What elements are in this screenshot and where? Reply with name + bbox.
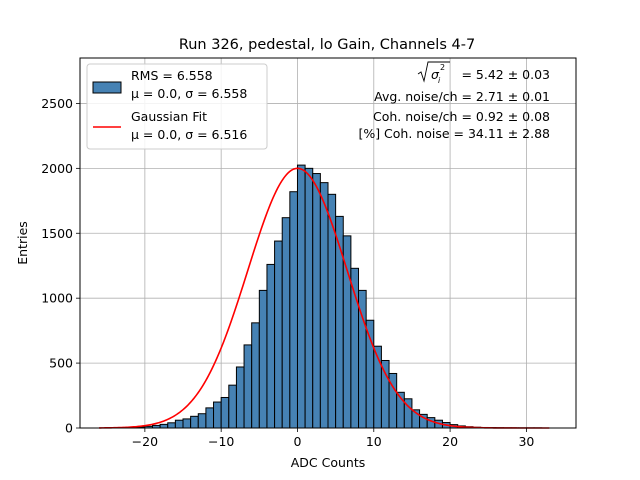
noise-annotations: σ i 2 = 5.42 ± 0.03 Avg. noise/ch = 2.71… — [358, 61, 550, 141]
histogram-bar — [312, 173, 321, 429]
histogram-bar — [197, 413, 207, 429]
sqrt-sigma-symbol: σ i 2 — [417, 61, 450, 85]
legend-histogram-label-line1: RMS = 6.558 — [131, 68, 213, 83]
histogram-bar — [274, 240, 283, 429]
x-tick-label: 30 — [518, 434, 534, 449]
histogram-bar — [319, 182, 329, 429]
histogram-bar — [174, 419, 184, 429]
legend-box — [86, 63, 268, 150]
y-tick-label: 1000 — [41, 291, 73, 306]
x-tick-label: −20 — [132, 434, 158, 449]
chart-title: Run 326, pedestal, lo Gain, Channels 4-7 — [179, 37, 475, 53]
histogram-bar — [304, 167, 314, 429]
y-tick-label: 2500 — [41, 96, 73, 111]
histogram-bar — [258, 289, 268, 429]
histogram-bar — [289, 191, 298, 429]
histogram-bar — [205, 407, 215, 429]
y-axis-label: Entries — [15, 221, 30, 265]
sqrt-noise-value: = 5.42 ± 0.03 — [457, 67, 550, 82]
histogram-bar — [182, 418, 192, 429]
sqrt-sign — [417, 61, 450, 83]
histogram-bar — [235, 366, 245, 429]
histogram-bar — [220, 396, 230, 429]
histogram-bar — [243, 344, 253, 429]
histogram-bar — [281, 217, 291, 429]
histogram-bar — [296, 164, 306, 429]
avg-noise-text: Avg. noise/ch = 2.71 ± 0.01 — [374, 89, 550, 104]
svg-text:i: i — [438, 76, 441, 85]
x-tick-label: −10 — [208, 434, 234, 449]
legend-histogram-swatch — [92, 81, 122, 94]
svg-text:σ: σ — [431, 67, 440, 82]
pct-coh-noise-text: [%] Coh. noise = 34.11 ± 2.88 — [358, 126, 550, 141]
x-tick-label: 20 — [442, 434, 458, 449]
histogram-bar — [380, 359, 390, 429]
x-axis-label: ADC Counts — [291, 455, 366, 470]
histogram-bar — [159, 423, 169, 429]
svg-text:2: 2 — [440, 63, 445, 72]
legend: RMS = 6.558 μ = 0.0, σ = 6.558 Gaussian … — [86, 63, 268, 150]
y-axis-ticks: 0 500 1000 1500 2000 2500 — [41, 96, 80, 436]
x-tick-label: 10 — [366, 434, 382, 449]
histogram-bar — [213, 401, 222, 429]
x-axis-ticks: −20 −10 0 10 20 30 — [132, 428, 534, 449]
coh-noise-text: Coh. noise/ch = 0.92 ± 0.08 — [373, 109, 550, 124]
histogram-bar — [342, 235, 352, 429]
y-tick-label: 0 — [65, 421, 73, 436]
histogram-bar — [167, 422, 176, 429]
histogram-bar — [251, 322, 260, 429]
y-tick-label: 2000 — [41, 161, 73, 176]
legend-histogram-label-line2: μ = 0.0, σ = 6.558 — [131, 86, 247, 101]
y-tick-label: 500 — [49, 356, 73, 371]
histogram-bar — [266, 263, 276, 429]
legend-fit-label-line2: μ = 0.0, σ = 6.516 — [131, 127, 247, 142]
y-tick-label: 1500 — [41, 226, 73, 241]
histogram-bar — [190, 415, 199, 429]
legend-fit-label-line1: Gaussian Fit — [131, 109, 207, 124]
x-tick-label: 0 — [294, 434, 302, 449]
plot-frame — [79, 57, 577, 429]
histogram-bar — [228, 384, 237, 429]
